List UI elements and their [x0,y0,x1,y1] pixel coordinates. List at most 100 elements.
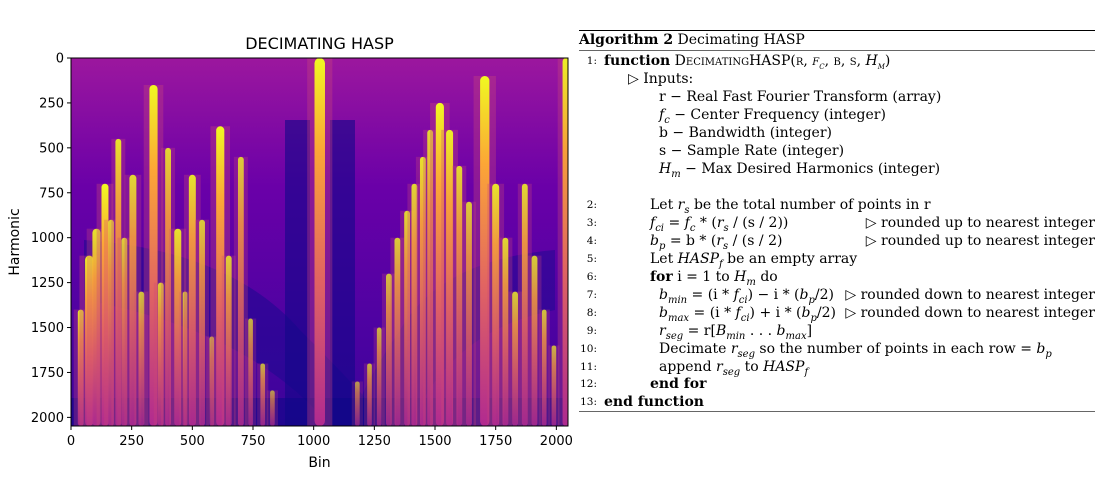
algorithm-line-text: Let HASPf be an empty array [650,250,858,270]
harmonic-column-27 [385,273,392,426]
algorithm-line-text: bmax = (i * fci) + i * (bp/2) [659,304,836,324]
harmonic-column-12 [174,228,182,426]
y-tick-label-3: 750 [39,186,64,201]
y-axis-ticks: 0 250 500 750 1000 1250 1500 1750 2000 [31,52,71,426]
algorithm-line-text: function DecimatingHASP(r, fc, b, s, Hm) [604,52,891,72]
algorithm-line-number: 10: [580,342,597,355]
harmonic-column-31 [419,156,426,426]
harmonic-column-39 [502,237,509,426]
heatmap-plot-area [71,58,568,426]
harmonic-column-45 [562,58,568,426]
algorithm-line-text: fci = fc * (rs / (s / 2)) [650,214,789,234]
harmonic-column-16 [209,336,215,426]
harmonic-column-38 [492,183,500,426]
algorithm-top-rule [579,30,1095,31]
algorithm-line-number: 6: [586,270,597,283]
algorithm-caption-title: Decimating HASP [677,32,805,48]
algorithm-line-number: 9: [586,324,597,337]
algorithm-line-text: Decimate rseg so the number of points in… [659,340,1052,360]
algorithm-line-17: 11: append rseg to HASPf [579,358,1095,378]
harmonic-column-26 [376,327,382,426]
x-tick-label-3: 750 [241,434,266,449]
algorithm-line-number: 4: [586,234,597,247]
algorithm-line-12: 6: for i = 1 to Hm do [579,268,1095,288]
x-tick-label-7: 1750 [479,434,512,449]
harmonic-column-30 [411,183,418,426]
algorithm-line-number: 5: [586,252,597,265]
algorithm-line-comment: ▷ rounded up to nearest integer [865,232,1095,249]
harmonic-column-21 [260,363,266,426]
algorithm-line-6: s − Sample Rate (integer) [579,142,1095,160]
algorithm-line-1: 1: function DecimatingHASP(r, fc, b, s, H… [579,52,1095,72]
harmonic-column-0 [77,309,84,426]
harmonic-column-28 [394,237,401,426]
harmonic-column-9 [149,84,158,426]
x-tick-label-0: 0 [67,434,75,449]
harmonic-column-37 [480,75,490,426]
algorithm-line-13: 7: bmin = (i * fci) − i * (bp/2) ▷ rounded… [579,286,1095,306]
algorithm-line-number: 12: [580,377,597,390]
harmonic-column-24 [355,381,360,426]
x-tick-label-4: 1000 [297,434,330,449]
algorithm-caption: Algorithm 2 Decimating HASP [579,31,1095,50]
harmonic-column-41 [521,183,528,426]
algorithm-line-5: b − Bandwidth (integer) [579,124,1095,142]
y-tick-label-4: 1000 [31,231,64,246]
algorithm-line-2: ▷ Inputs: [579,70,1095,88]
algorithm-bottom-rule [579,410,1095,412]
harmonic-column-7 [129,174,137,426]
harmonic-column-20 [248,318,253,426]
algorithm-line-7: Hm − Max Desired Harmonics (integer) [579,160,1095,180]
algorithm-line-text: fc − Center Frequency (integer) [659,106,886,126]
x-axis-label: Bin [308,455,330,471]
y-tick-label-6: 1500 [31,321,64,336]
harmonic-column-44 [551,345,557,426]
dark-gap-right [330,120,355,426]
bright-harmonic-columns [73,58,568,426]
dark-gap-left [285,120,310,426]
algorithm-line-9: 3: fci = fc * (rs / (s / 2)) ▷ rounded up … [579,214,1095,234]
algorithm-line-text: end for [650,375,707,392]
algorithm-line-number: 11: [580,360,597,373]
y-tick-label-7: 1750 [31,366,64,381]
x-tick-label-5: 1250 [358,434,391,449]
harmonic-column-35 [456,165,463,426]
algorithm-box: Algorithm 2 Decimating HASP 1: function D… [579,30,1095,412]
algorithm-line-text: ▷ Inputs: [628,70,694,87]
algorithm-line-text: bp = b * (rs / (s / 2) [650,232,783,252]
chart-title: DECIMATING HASP [245,34,394,53]
algorithm-line-18: 12: end for [579,375,1095,393]
algorithm-line-3: r − Real Fast Fourier Transform (array) [579,88,1095,106]
harmonic-column-13 [182,291,188,426]
y-tick-label-1: 250 [39,96,64,111]
plot-frame [70,57,569,427]
algorithm-line-number: 8: [586,306,597,319]
algorithm-line-14: 8: bmax = (i * fci) + i * (bp/2) ▷ rounded… [579,304,1095,324]
algorithm-line-number: 7: [586,288,597,301]
x-tick-label-6: 1500 [418,434,451,449]
algorithm-line-text: r − Real Fast Fourier Transform (array) [659,88,942,105]
y-tick-label-0: 0 [56,52,64,67]
algorithm-line-10: 4: bp = b * (rs / (s / 2) ▷ rounded up to … [579,232,1095,252]
harmonic-column-32 [427,129,434,426]
harmonic-column-4 [108,219,114,426]
algorithm-line-text: b − Bandwidth (integer) [659,124,832,141]
harmonic-column-5 [115,138,122,426]
harmonic-column-22 [270,390,275,426]
algorithm-line-text: s − Sample Rate (integer) [659,142,845,159]
harmonic-column-42 [531,255,538,426]
algorithm-line-19: 13: end function [579,393,1095,411]
algorithm-line-text: Let rs be the total number of points in … [650,196,931,216]
harmonic-column-25 [367,363,372,426]
heatmap-chart: DECIMATING HASP 0 250 500 750 1000 1250 1500 17… [7,34,573,471]
harmonic-column-14 [188,174,196,426]
harmonic-column-23 [314,58,325,426]
algorithm-line-text: for i = 1 to Hm do [650,268,778,288]
y-tick-label-8: 2000 [31,411,64,426]
harmonic-column-43 [541,309,547,426]
algorithm-line-text: append rseg to HASPf [659,358,809,378]
harmonic-column-2 [92,228,101,426]
harmonic-column-1 [85,255,94,426]
y-axis-label: Harmonic [7,208,23,275]
harmonic-column-34 [446,129,454,426]
